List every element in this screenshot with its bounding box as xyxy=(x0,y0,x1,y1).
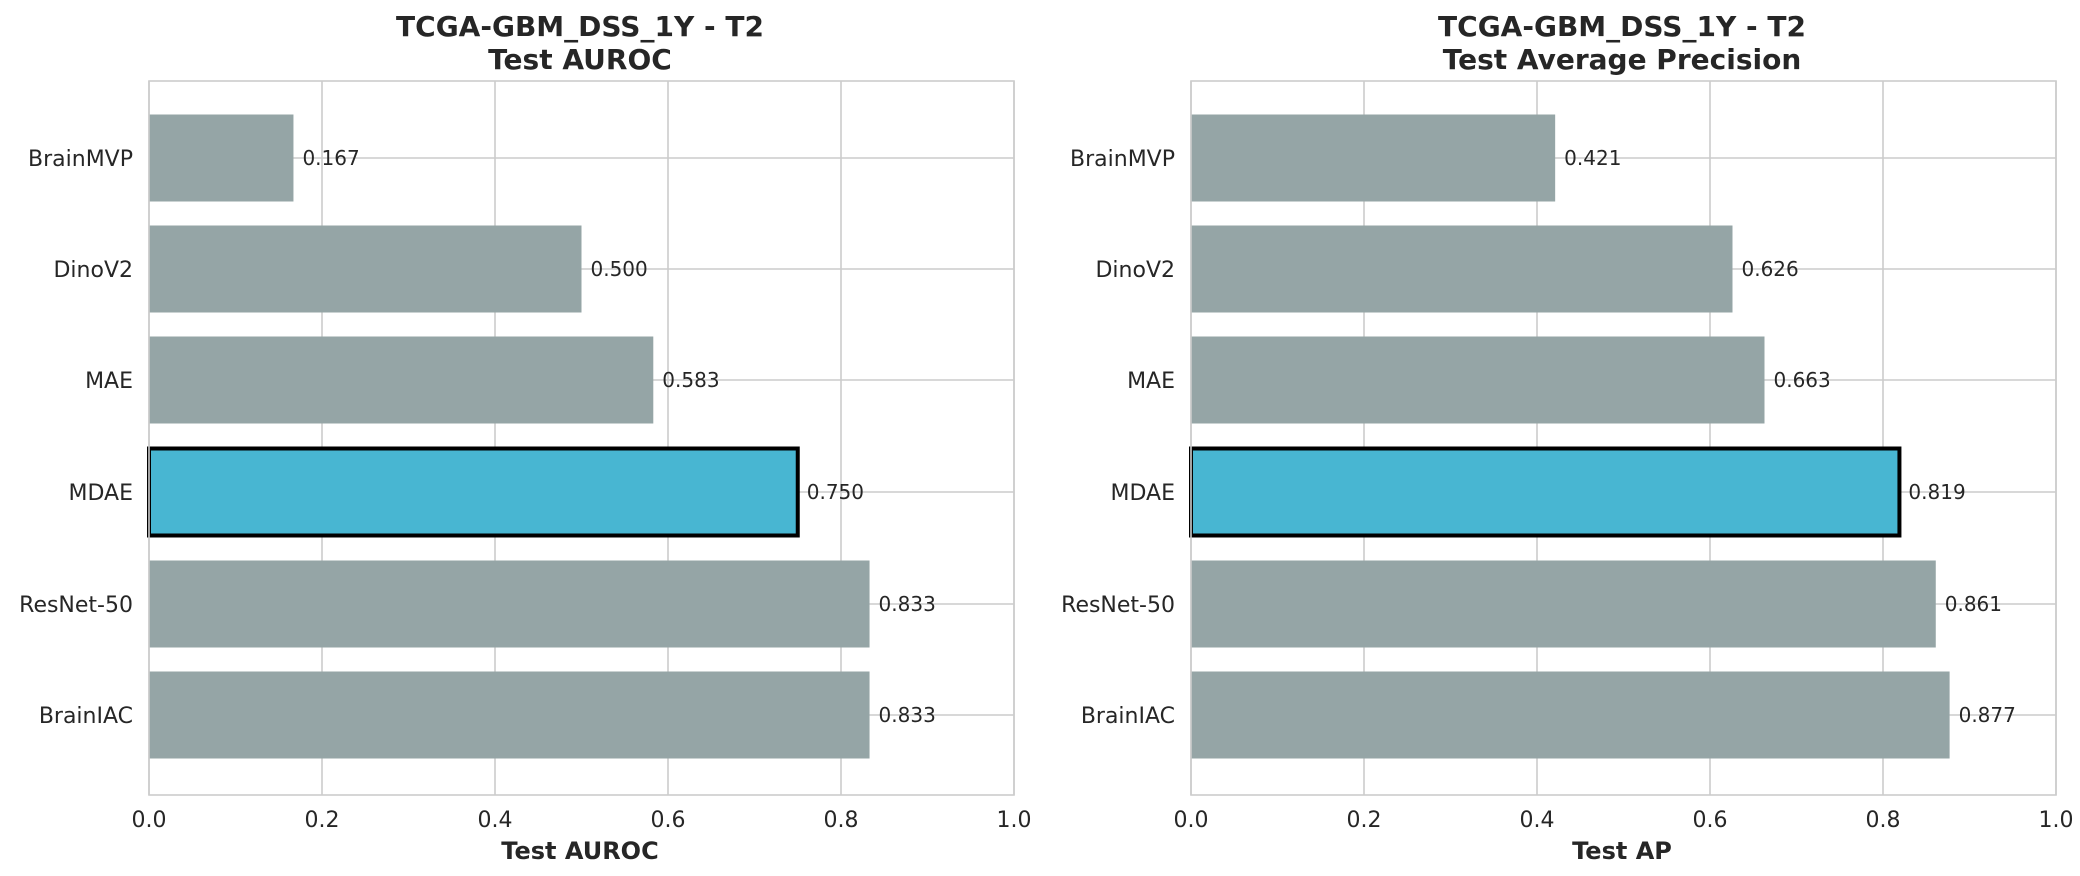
auroc-chart-title-line2: Test AUROC xyxy=(488,43,672,76)
ap-value-label: 0.877 xyxy=(1959,703,2016,727)
auroc-value-label: 0.167 xyxy=(302,146,359,170)
auroc-category-label: BrainIAC xyxy=(39,704,133,729)
ap-chart-title-line1: TCGA-GBM_DSS_1Y - T2 xyxy=(1438,10,1806,43)
auroc-value-label: 0.833 xyxy=(879,592,936,616)
auroc-category-label: ResNet-50 xyxy=(19,593,133,618)
auroc-chart: TCGA-GBM_DSS_1Y - T2 Test AUROC Test AUR… xyxy=(19,10,1031,865)
ap-plot-frame xyxy=(1190,80,2057,796)
ap-category-label: DinoV2 xyxy=(1095,258,1175,283)
auroc-value-label: 0.500 xyxy=(591,257,648,281)
auroc-x-tick-label: 0.8 xyxy=(824,808,859,833)
ap-category-label: MAE xyxy=(1127,369,1175,394)
auroc-bar-brainiac xyxy=(149,671,870,759)
auroc-plot-frame xyxy=(148,80,1015,796)
ap-category-label: BrainMVP xyxy=(1070,147,1175,172)
ap-x-tick-label: 0.2 xyxy=(1347,808,1382,833)
ap-bar-mae xyxy=(1191,336,1765,424)
auroc-bar-mdae xyxy=(147,446,800,538)
ap-value-label: 0.663 xyxy=(1773,368,1830,392)
ap-x-tick-label: 1.0 xyxy=(2039,808,2074,833)
ap-x-tick-label: 0.6 xyxy=(1693,808,1728,833)
auroc-bar-brainmvp xyxy=(149,114,294,202)
ap-chart-title-line2: Test Average Precision xyxy=(1443,43,1802,76)
ap-value-label: 0.626 xyxy=(1741,257,1798,281)
ap-x-tick-label: 0.4 xyxy=(1520,808,1555,833)
auroc-x-tick-label: 0.0 xyxy=(132,808,167,833)
auroc-chart-title-line1: TCGA-GBM_DSS_1Y - T2 xyxy=(396,10,764,43)
auroc-value-label: 0.750 xyxy=(807,480,864,504)
auroc-category-label: DinoV2 xyxy=(53,258,133,283)
ap-value-label: 0.819 xyxy=(1908,480,1965,504)
auroc-x-tick-label: 0.2 xyxy=(305,808,340,833)
ap-x-tick-label: 0.8 xyxy=(1866,808,1901,833)
ap-category-label: BrainIAC xyxy=(1081,704,1175,729)
ap-bar-brainiac xyxy=(1191,671,1950,759)
auroc-category-label: MAE xyxy=(85,369,133,394)
ap-chart: TCGA-GBM_DSS_1Y - T2 Test Average Precis… xyxy=(1061,10,2073,865)
auroc-value-label: 0.833 xyxy=(879,703,936,727)
ap-category-label: ResNet-50 xyxy=(1061,593,1175,618)
ap-bar-dinov2 xyxy=(1191,225,1733,313)
ap-x-tick-label: 0.0 xyxy=(1174,808,1209,833)
auroc-value-label: 0.583 xyxy=(662,368,719,392)
auroc-category-label: MDAE xyxy=(69,481,134,506)
ap-value-label: 0.421 xyxy=(1564,146,1621,170)
auroc-x-tick-label: 0.6 xyxy=(651,808,686,833)
auroc-chart-x-axis-label: Test AUROC xyxy=(501,837,658,865)
auroc-bar-mae xyxy=(149,336,654,424)
ap-chart-x-axis-label: Test AP xyxy=(1572,837,1672,865)
ap-bar-mdae xyxy=(1189,446,1902,538)
ap-bar-brainmvp xyxy=(1191,114,1556,202)
auroc-x-tick-label: 1.0 xyxy=(997,808,1032,833)
auroc-bar-resnet-50 xyxy=(149,560,870,648)
auroc-x-tick-label: 0.4 xyxy=(478,808,513,833)
auroc-bar-dinov2 xyxy=(149,225,582,313)
ap-value-label: 0.861 xyxy=(1945,592,2002,616)
auroc-category-label: BrainMVP xyxy=(28,147,133,172)
ap-bar-resnet-50 xyxy=(1191,560,1936,648)
ap-category-label: MDAE xyxy=(1111,481,1176,506)
